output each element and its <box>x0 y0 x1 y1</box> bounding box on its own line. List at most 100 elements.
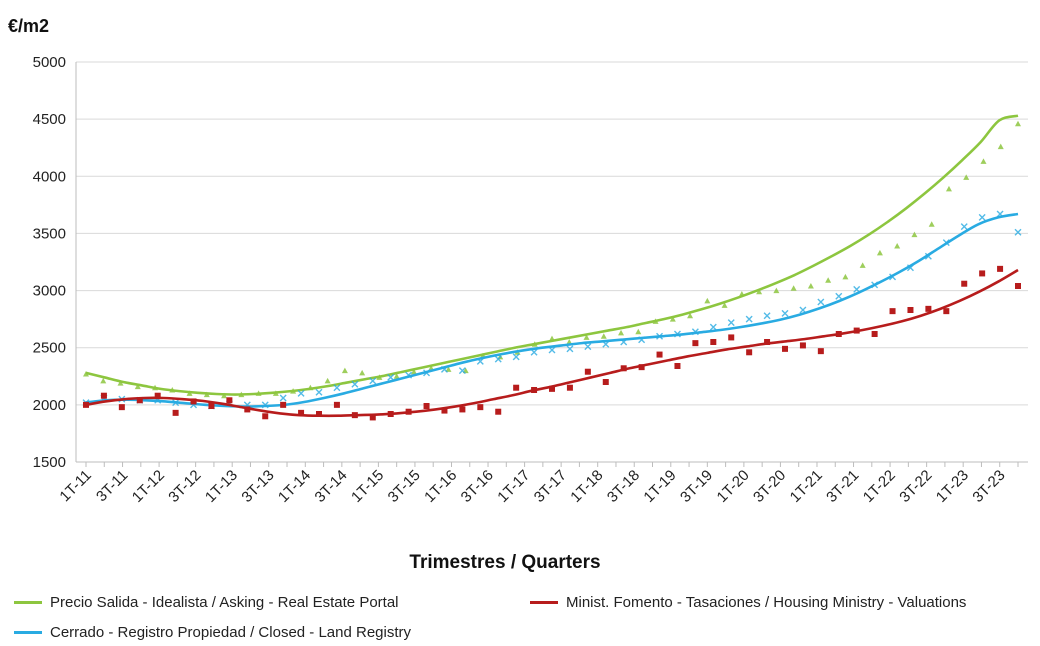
x-tick-label: 1T-21 <box>787 467 826 506</box>
data-point <box>692 340 699 347</box>
data-point <box>746 349 753 356</box>
data-point <box>799 342 806 349</box>
x-tick-label: 1T-11 <box>56 467 94 505</box>
data-point <box>512 353 520 361</box>
data-point <box>315 388 323 396</box>
x-axis-label: Trimestres / Quarters <box>409 552 600 573</box>
y-tick-label: 1500 <box>33 454 66 471</box>
data-point <box>280 401 287 408</box>
trend-line <box>85 268 1019 418</box>
data-point <box>709 323 717 331</box>
data-point <box>807 283 814 289</box>
data-point <box>961 280 968 287</box>
data-point <box>100 377 107 384</box>
data-point <box>208 403 215 409</box>
data-point <box>710 339 717 345</box>
data-point <box>297 389 305 397</box>
data-point <box>835 292 843 300</box>
data-point <box>324 377 331 384</box>
x-tick-label: 1T-16 <box>421 467 460 506</box>
series-0 <box>83 114 1021 399</box>
x-tick-label: 1T-18 <box>567 467 606 506</box>
data-point <box>635 328 642 335</box>
data-point <box>790 285 797 291</box>
x-tick-label: 3T-20 <box>750 467 789 506</box>
data-point <box>410 368 417 375</box>
data-point <box>704 297 711 304</box>
data-point <box>963 174 970 180</box>
data-point <box>1014 228 1022 236</box>
x-tick-label: 1T-12 <box>129 467 168 506</box>
data-point <box>117 380 124 386</box>
data-point <box>925 305 932 312</box>
data-point <box>172 409 179 416</box>
data-point <box>727 319 735 327</box>
x-tick-label: 3T-11 <box>93 467 131 505</box>
x-tick-label: 1T-20 <box>714 467 753 506</box>
data-point <box>997 265 1004 272</box>
data-point <box>721 302 728 308</box>
data-point <box>566 345 574 353</box>
y-tick-label: 2000 <box>33 397 66 414</box>
data-point <box>359 369 366 376</box>
data-point <box>1015 283 1021 289</box>
data-point <box>118 404 125 411</box>
data-point <box>423 403 430 409</box>
data-point <box>871 331 878 337</box>
x-tick-label: 3T-19 <box>677 467 716 506</box>
data-point <box>584 368 591 375</box>
x-tick-label: 3T-16 <box>458 467 497 506</box>
y-tick-label: 4500 <box>33 111 66 128</box>
x-tick-label: 3T-14 <box>312 467 351 506</box>
data-point <box>894 243 901 249</box>
data-point <box>190 398 197 405</box>
x-tick-label: 1T-19 <box>640 467 679 506</box>
y-tick-label: 2500 <box>33 340 66 357</box>
data-point <box>763 312 771 320</box>
x-tick-labels: 1T-113T-111T-123T-121T-133T-131T-143T-14… <box>56 462 1019 506</box>
data-point <box>477 404 484 411</box>
data-point <box>136 397 143 404</box>
data-point <box>980 158 987 164</box>
data-point <box>638 364 645 371</box>
x-tick-label: 1T-23 <box>933 467 972 506</box>
data-point <box>100 392 107 399</box>
legend-item-closed: Cerrado - Registro Propiedad / Closed - … <box>14 624 411 641</box>
data-point <box>393 373 400 379</box>
y-tick-label: 5000 <box>33 54 66 71</box>
data-point <box>316 411 322 417</box>
data-point <box>978 213 986 221</box>
data-point <box>602 379 609 385</box>
y-tick-label: 3500 <box>33 225 66 242</box>
data-point <box>825 277 832 283</box>
data-point <box>674 363 681 369</box>
legend-swatch-valuations <box>530 601 558 604</box>
y-axis-label: €/m2 <box>8 16 49 36</box>
legend-label-valuations: Minist. Fomento - Tasaciones / Housing M… <box>566 594 967 611</box>
trend-line <box>85 114 1019 396</box>
data-point <box>745 315 753 323</box>
data-point <box>441 407 448 414</box>
data-point <box>817 298 825 306</box>
data-point <box>333 401 340 408</box>
data-point <box>687 312 694 319</box>
data-point <box>669 316 676 322</box>
data-point <box>459 406 466 413</box>
data-point <box>341 367 348 374</box>
data-point <box>960 223 968 231</box>
series-layer <box>82 114 1022 421</box>
data-point <box>889 308 896 315</box>
data-point <box>600 333 607 339</box>
data-point <box>494 355 502 363</box>
data-point <box>369 414 376 421</box>
data-point <box>566 384 573 391</box>
data-point <box>656 351 663 358</box>
data-point <box>618 329 625 336</box>
data-point <box>945 185 952 192</box>
data-point <box>817 348 824 355</box>
trend-line <box>85 212 1019 408</box>
legend-swatch-asking <box>14 601 42 604</box>
data-point <box>549 385 555 392</box>
data-point <box>134 383 141 390</box>
